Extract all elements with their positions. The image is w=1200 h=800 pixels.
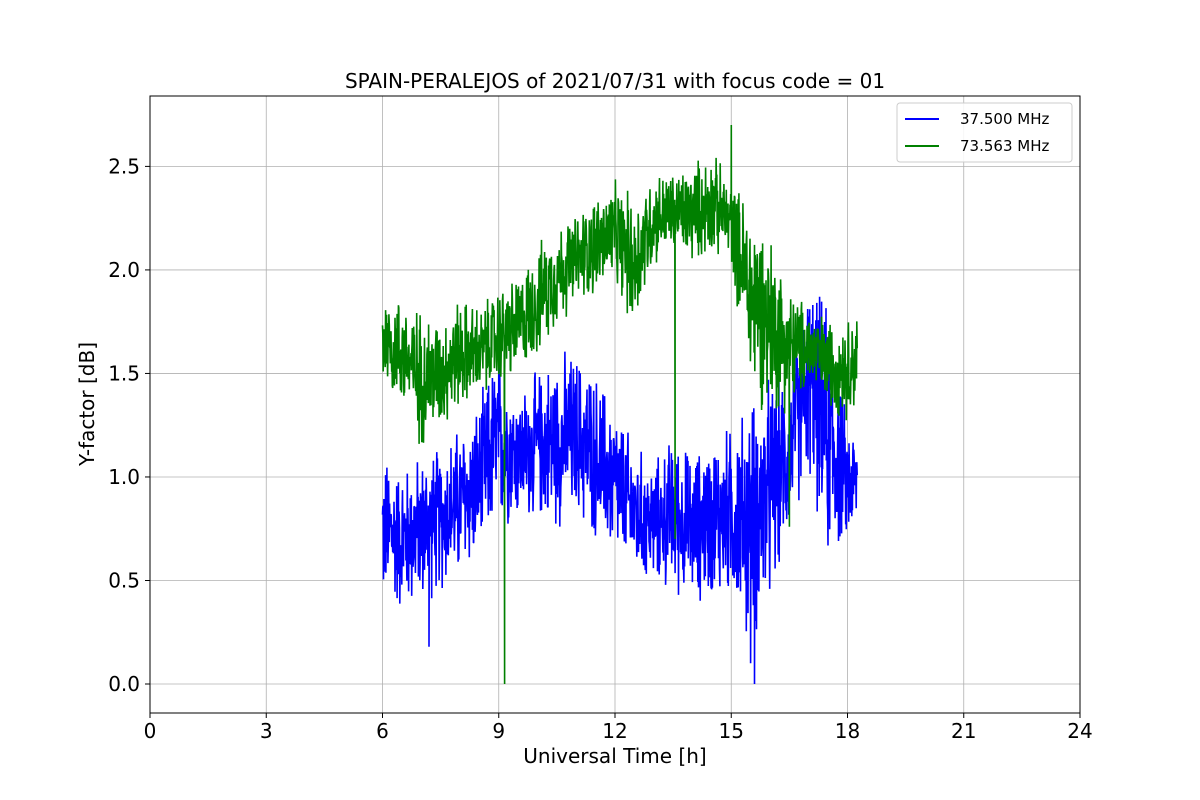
y-axis-label: Y-factor [dB]	[75, 342, 99, 467]
x-tick-label: 18	[835, 719, 860, 743]
y-tick-label: 1.0	[108, 465, 140, 489]
x-axis-label: Universal Time [h]	[523, 744, 706, 768]
y-tick-label: 1.5	[108, 361, 140, 385]
series-line-1	[381, 124, 858, 685]
y-tick-label: 0.0	[108, 672, 140, 696]
y-tick-label: 2.0	[108, 258, 140, 282]
legend-label-37mhz: 37.500 MHz	[960, 110, 1049, 128]
legend-label-73mhz: 73.563 MHz	[960, 137, 1049, 155]
series-layer	[381, 124, 858, 685]
x-tick-label: 3	[260, 719, 273, 743]
x-tick-label: 9	[492, 719, 505, 743]
series-line-0	[381, 296, 858, 685]
x-tick-label: 6	[376, 719, 389, 743]
x-tick-label: 15	[719, 719, 744, 743]
x-tick-label: 12	[602, 719, 627, 743]
legend-frame	[896, 102, 1073, 163]
x-tick-label: 24	[1067, 719, 1092, 743]
y-tick-label: 0.5	[108, 568, 140, 592]
x-axis: 0 3 6 9 12 15 18 21 24	[144, 713, 1093, 743]
legend: 37.500 MHz 73.563 MHz	[896, 102, 1073, 163]
x-tick-label: 21	[951, 719, 976, 743]
chart-title: SPAIN-PERALEJOS of 2021/07/31 with focus…	[345, 69, 885, 93]
y-tick-label: 2.5	[108, 154, 140, 178]
y-axis: 0.0 0.5 1.0 1.5 2.0 2.5	[108, 154, 150, 696]
x-tick-label: 0	[144, 719, 157, 743]
